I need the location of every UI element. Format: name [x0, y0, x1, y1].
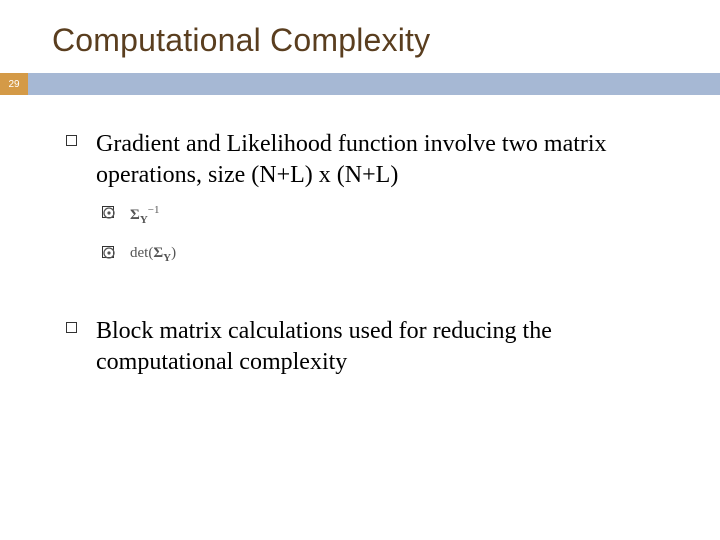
page-number: 29	[0, 73, 28, 95]
sub-bullet-item: det(ΣY)	[130, 244, 660, 264]
formula-det-sigma: det(ΣY)	[130, 245, 176, 261]
square-bullet-icon	[66, 135, 77, 146]
slide-title: Computational Complexity	[52, 22, 720, 59]
bullet-text: Block matrix calculations used for reduc…	[96, 316, 660, 377]
page-number-bar: 29	[0, 73, 720, 95]
slide-body: Gradient and Likelihood function involve…	[0, 95, 720, 378]
square-bullet-icon	[66, 322, 77, 333]
bullet-item: Block matrix calculations used for reduc…	[96, 316, 660, 377]
target-bullet-icon	[102, 246, 114, 258]
bullet-text: Gradient and Likelihood function involve…	[96, 129, 660, 190]
target-bullet-icon	[102, 206, 114, 218]
accent-bar	[28, 73, 720, 95]
sub-bullet-item: ΣY−1	[130, 204, 660, 226]
bullet-item: Gradient and Likelihood function involve…	[96, 129, 660, 302]
formula-sigma-inverse: ΣY−1	[130, 207, 159, 223]
